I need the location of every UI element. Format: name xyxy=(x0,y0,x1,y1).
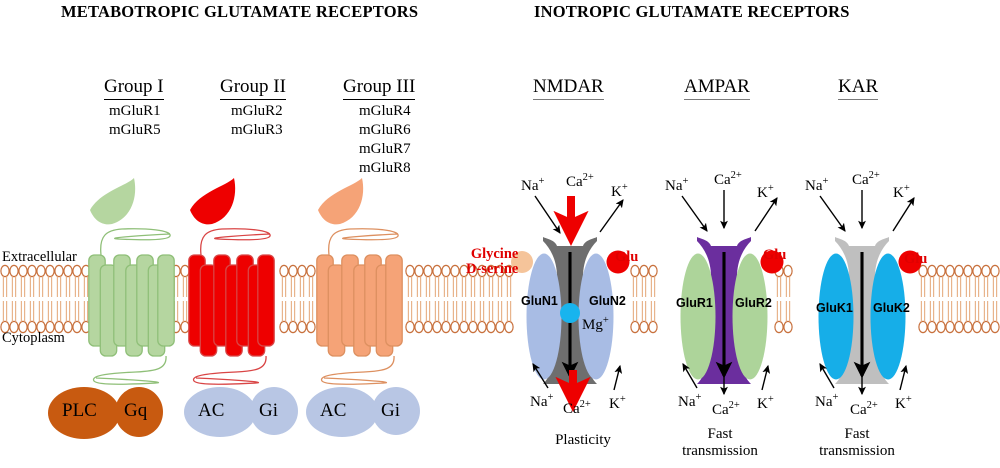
ampar-ligand-glu: Glu xyxy=(763,247,787,263)
nmdar-header: NMDAR xyxy=(533,76,604,100)
nmdar-ion-ca-bottom: Ca2+ xyxy=(563,399,591,417)
kar-subunit-gluk1: GluK1 xyxy=(816,301,853,315)
group-3-receptor-3: mGluR8 xyxy=(359,160,411,176)
title-metabotropic: METABOTROPIC GLUTAMATE RECEPTORS xyxy=(61,2,419,21)
kar-ion-k-top: K+ xyxy=(893,183,910,201)
nmdar-subunit-glun1: GluN1 xyxy=(521,294,558,308)
group-2-header: Group II xyxy=(220,76,286,100)
kar-ion-na-top: Na+ xyxy=(805,176,829,194)
effector-gi-label-1: Gi xyxy=(259,400,278,421)
glycine-line-1: Glycine xyxy=(470,246,519,262)
ampar-ion-na-top: Na+ xyxy=(665,176,689,194)
nmdar-ligand-glycine: Glycine D-serine xyxy=(466,247,518,277)
nmdar-subunit-glun2: GluN2 xyxy=(589,294,626,308)
cytoplasm-label: Cytoplasm xyxy=(2,330,65,346)
group-3-receptor-1: mGluR6 xyxy=(359,122,411,138)
ampar-ion-ca-top: Ca2+ xyxy=(714,170,742,188)
nmdar-ion-na-bottom: Na+ xyxy=(530,392,554,410)
ampar-function: Fast transmission xyxy=(682,426,758,459)
ampar-ion-ca-bottom: Ca2+ xyxy=(712,400,740,418)
effector-gi-label-2: Gi xyxy=(381,400,400,421)
extracellular-label: Extracellular xyxy=(2,249,77,265)
nmdar-function: Plasticity xyxy=(555,432,611,448)
nmdar-ion-na-top: Na+ xyxy=(521,176,545,194)
effector-ac-label-2: AC xyxy=(320,400,347,421)
effector-gq-label: Gq xyxy=(124,400,148,421)
group-3-header: Group III xyxy=(343,76,416,100)
kar-ion-k-bottom: K+ xyxy=(895,394,912,412)
kar-function: Fast transmission xyxy=(819,426,895,459)
group-2-receptor-0: mGluR2 xyxy=(231,103,283,119)
effector-ac-label-1: AC xyxy=(198,400,225,421)
group-3-receptor-2: mGluR7 xyxy=(359,141,411,157)
kar-header: KAR xyxy=(838,76,879,100)
kar-subunit-gluk2: GluK2 xyxy=(873,301,910,315)
title-ionotropic: INOTROPIC GLUTAMATE RECEPTORS xyxy=(534,2,850,21)
group-2-receptor-1: mGluR3 xyxy=(231,122,283,138)
group-1-receptor-1: mGluR5 xyxy=(109,122,161,138)
nmdar-ion-ca-top: Ca2+ xyxy=(566,172,594,190)
nmdar-blocker-mg: Mg+ xyxy=(582,315,609,333)
nmdar-ligand-glu: Glu xyxy=(615,249,639,265)
group-1-header: Group I xyxy=(104,76,164,100)
ampar-ion-na-bottom: Na+ xyxy=(678,392,702,410)
effector-plc-label: PLC xyxy=(62,400,97,421)
nmdar-ion-k-top: K+ xyxy=(611,182,628,200)
ampar-header: AMPAR xyxy=(684,76,750,100)
ampar-ion-k-bottom: K+ xyxy=(757,394,774,412)
kar-ion-ca-bottom: Ca2+ xyxy=(850,400,878,418)
kar-ligand-glu: Glu xyxy=(904,251,928,267)
group-1-receptor-0: mGluR1 xyxy=(109,103,161,119)
ampar-subunit-glur1: GluR1 xyxy=(676,296,713,310)
kar-ion-ca-top: Ca2+ xyxy=(852,170,880,188)
ampar-ion-k-top: K+ xyxy=(757,183,774,201)
kar-ion-na-bottom: Na+ xyxy=(815,392,839,410)
group-3-receptor-0: mGluR4 xyxy=(359,103,411,119)
d-serine-line-2: D-serine xyxy=(466,261,519,277)
nmdar-ion-k-bottom: K+ xyxy=(609,394,626,412)
ampar-subunit-glur2: GluR2 xyxy=(735,296,772,310)
